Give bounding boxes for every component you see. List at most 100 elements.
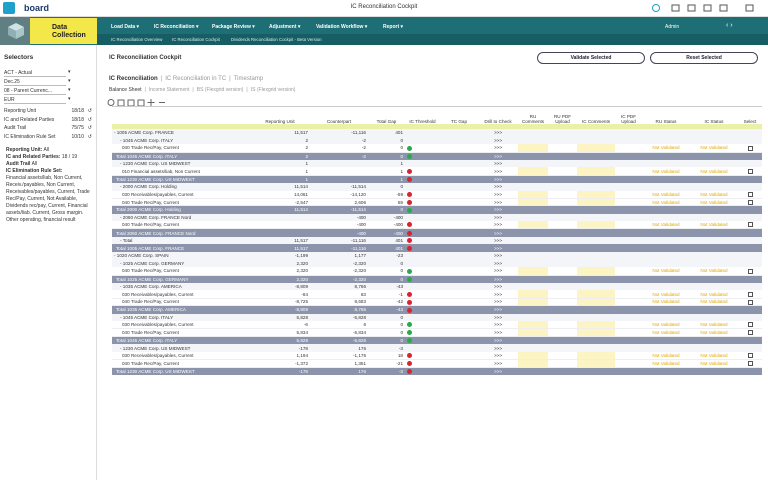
icon[interactable] bbox=[703, 4, 712, 12]
ic-comments[interactable] bbox=[577, 190, 615, 199]
checkbox[interactable] bbox=[747, 268, 753, 274]
reset-icon[interactable]: ↺ bbox=[87, 133, 92, 140]
menu-item[interactable]: Load Data ▾ bbox=[111, 24, 140, 30]
drill-link[interactable]: >>> bbox=[478, 367, 518, 375]
drill-link[interactable]: >>> bbox=[478, 344, 518, 352]
menu-item[interactable]: Validation Workflow ▾ bbox=[316, 24, 368, 30]
drill-link[interactable]: >>> bbox=[478, 175, 518, 183]
selector-list[interactable]: IC Elimination Rule Set 10/10 ↺ bbox=[4, 134, 92, 141]
drill-link[interactable]: >>> bbox=[478, 321, 518, 330]
ru-comments[interactable] bbox=[518, 359, 548, 368]
drill-link[interactable]: >>> bbox=[478, 198, 518, 207]
submenu-item[interactable]: IC Reconciliation Overview bbox=[111, 37, 163, 42]
drill-link[interactable]: >>> bbox=[478, 336, 518, 345]
drill-link[interactable]: >>> bbox=[478, 351, 518, 361]
submenu-item[interactable]: IC Reconciliation Cockpit bbox=[172, 37, 220, 42]
help-icon[interactable] bbox=[652, 4, 660, 12]
validate-button[interactable]: Validate Selected bbox=[537, 52, 645, 64]
drill-link[interactable]: >>> bbox=[478, 159, 518, 168]
reset-icon[interactable]: ↺ bbox=[87, 125, 92, 131]
checkbox[interactable] bbox=[747, 222, 753, 228]
drill-link[interactable]: >>> bbox=[478, 282, 518, 291]
selector-dropdown[interactable]: Dec.25 bbox=[4, 79, 66, 86]
drill-link[interactable]: >>> bbox=[478, 252, 518, 260]
checkbox[interactable] bbox=[747, 299, 753, 305]
add-icon[interactable] bbox=[147, 99, 155, 106]
drill-link[interactable]: >>> bbox=[478, 305, 518, 314]
ic-comments[interactable] bbox=[577, 328, 615, 338]
drill-link[interactable]: >>> bbox=[478, 190, 518, 199]
nav-arrows[interactable]: ‹ › bbox=[726, 22, 733, 29]
checkbox[interactable] bbox=[747, 330, 753, 336]
home-icon[interactable] bbox=[671, 4, 680, 12]
icon[interactable] bbox=[719, 4, 728, 12]
subtab[interactable]: Income Statement bbox=[148, 87, 190, 93]
ru-comments[interactable] bbox=[518, 351, 548, 361]
tab[interactable]: Timestamp bbox=[233, 76, 264, 82]
checkbox[interactable] bbox=[747, 168, 753, 174]
drill-link[interactable]: >>> bbox=[478, 328, 518, 338]
selector-list[interactable]: Audit Trail 75/75 ↺ bbox=[4, 125, 92, 132]
ru-comments[interactable] bbox=[518, 298, 548, 307]
subtab[interactable]: IS (Flexgrid version) bbox=[250, 87, 296, 93]
selector-list[interactable]: Reporting Unit 18/18 ↺ bbox=[4, 108, 92, 115]
ic-comments[interactable] bbox=[577, 144, 615, 153]
drill-link[interactable]: >>> bbox=[478, 129, 518, 137]
drill-link[interactable]: >>> bbox=[478, 275, 518, 283]
ru-comments[interactable] bbox=[518, 328, 548, 338]
menu-item[interactable]: Adjustment ▾ bbox=[269, 24, 301, 30]
subtab[interactable]: BS (Flexgrid version) bbox=[196, 87, 244, 93]
ru-comments[interactable] bbox=[518, 290, 548, 299]
selector-dropdown[interactable]: EUR bbox=[4, 97, 66, 104]
tab[interactable]: IC Reconciliation bbox=[109, 76, 158, 82]
selector-dropdown[interactable]: 08 - Parent Currenc... bbox=[4, 88, 66, 95]
submenu-item[interactable]: Dividends Reconciliation Cockpit - Beta … bbox=[231, 37, 322, 42]
ic-comments[interactable] bbox=[577, 321, 615, 330]
drill-link[interactable]: >>> bbox=[478, 144, 518, 153]
menu-item[interactable]: Report ▾ bbox=[383, 24, 404, 30]
drill-link[interactable]: >>> bbox=[478, 167, 518, 176]
checkbox[interactable] bbox=[747, 322, 753, 328]
menu-item[interactable]: IC Reconciliation ▾ bbox=[154, 24, 199, 30]
ru-comments[interactable] bbox=[518, 221, 548, 230]
ic-comments[interactable] bbox=[577, 359, 615, 368]
checkbox[interactable] bbox=[747, 291, 753, 297]
drill-link[interactable]: >>> bbox=[478, 298, 518, 307]
checkbox[interactable] bbox=[747, 145, 753, 151]
drill-link[interactable]: >>> bbox=[478, 313, 518, 322]
ic-comments[interactable] bbox=[577, 267, 615, 276]
module-label[interactable]: Data Collection bbox=[30, 18, 97, 44]
ru-comments[interactable] bbox=[518, 144, 548, 153]
selector-dropdown[interactable]: ACT - Actual bbox=[4, 70, 66, 77]
drill-link[interactable]: >>> bbox=[478, 228, 518, 237]
reset-button[interactable]: Reset Selected bbox=[650, 52, 758, 64]
subtab[interactable]: Balance Sheet bbox=[109, 87, 142, 93]
ic-comments[interactable] bbox=[577, 167, 615, 176]
ru-comments[interactable] bbox=[518, 321, 548, 330]
ic-comments[interactable] bbox=[577, 198, 615, 207]
ic-comments[interactable] bbox=[577, 298, 615, 307]
drill-link[interactable]: >>> bbox=[478, 259, 518, 268]
tab[interactable]: IC Reconciliation in TC bbox=[165, 76, 227, 82]
user[interactable]: Admin bbox=[665, 24, 680, 30]
drill-link[interactable]: >>> bbox=[478, 205, 518, 214]
checkbox[interactable] bbox=[747, 191, 753, 197]
icon[interactable] bbox=[687, 4, 696, 12]
ic-comments[interactable] bbox=[577, 221, 615, 230]
ic-comments[interactable] bbox=[577, 290, 615, 299]
drill-link[interactable]: >>> bbox=[478, 359, 518, 368]
drill-link[interactable]: >>> bbox=[478, 267, 518, 276]
drill-link[interactable]: >>> bbox=[478, 136, 518, 145]
tool-icon[interactable] bbox=[107, 99, 115, 106]
ru-comments[interactable] bbox=[518, 167, 548, 176]
drill-link[interactable]: >>> bbox=[478, 182, 518, 191]
drill-link[interactable]: >>> bbox=[478, 213, 518, 222]
checkbox[interactable] bbox=[747, 361, 753, 367]
ic-comments[interactable] bbox=[577, 351, 615, 361]
menu-item[interactable]: Package Review ▾ bbox=[212, 24, 255, 30]
ru-comments[interactable] bbox=[518, 198, 548, 207]
reset-icon[interactable]: ↺ bbox=[87, 108, 92, 114]
drill-link[interactable]: >>> bbox=[478, 152, 518, 160]
drill-link[interactable]: >>> bbox=[478, 236, 518, 245]
ru-comments[interactable] bbox=[518, 190, 548, 199]
